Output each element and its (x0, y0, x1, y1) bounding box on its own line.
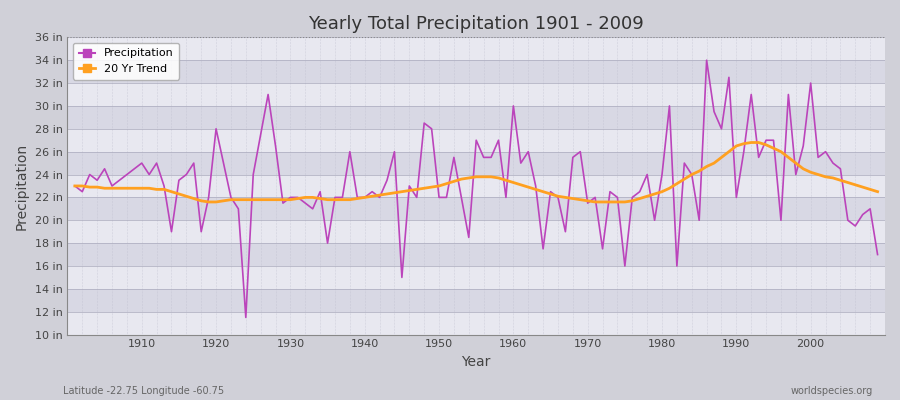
Title: Yearly Total Precipitation 1901 - 2009: Yearly Total Precipitation 1901 - 2009 (309, 15, 644, 33)
Bar (68, 174, 885, 197)
X-axis label: Year: Year (462, 355, 490, 369)
Bar (68, 220, 885, 243)
Bar (68, 129, 885, 152)
Bar (68, 106, 885, 129)
Bar (68, 289, 885, 312)
Bar (68, 243, 885, 266)
Y-axis label: Precipitation: Precipitation (15, 142, 29, 230)
Bar (68, 312, 885, 334)
Bar (68, 83, 885, 106)
Text: Latitude -22.75 Longitude -60.75: Latitude -22.75 Longitude -60.75 (63, 386, 224, 396)
Text: worldspecies.org: worldspecies.org (791, 386, 873, 396)
Bar (68, 266, 885, 289)
Bar (68, 197, 885, 220)
Legend: Precipitation, 20 Yr Trend: Precipitation, 20 Yr Trend (73, 43, 179, 80)
Bar (68, 37, 885, 60)
Bar (68, 60, 885, 83)
Bar (68, 152, 885, 174)
